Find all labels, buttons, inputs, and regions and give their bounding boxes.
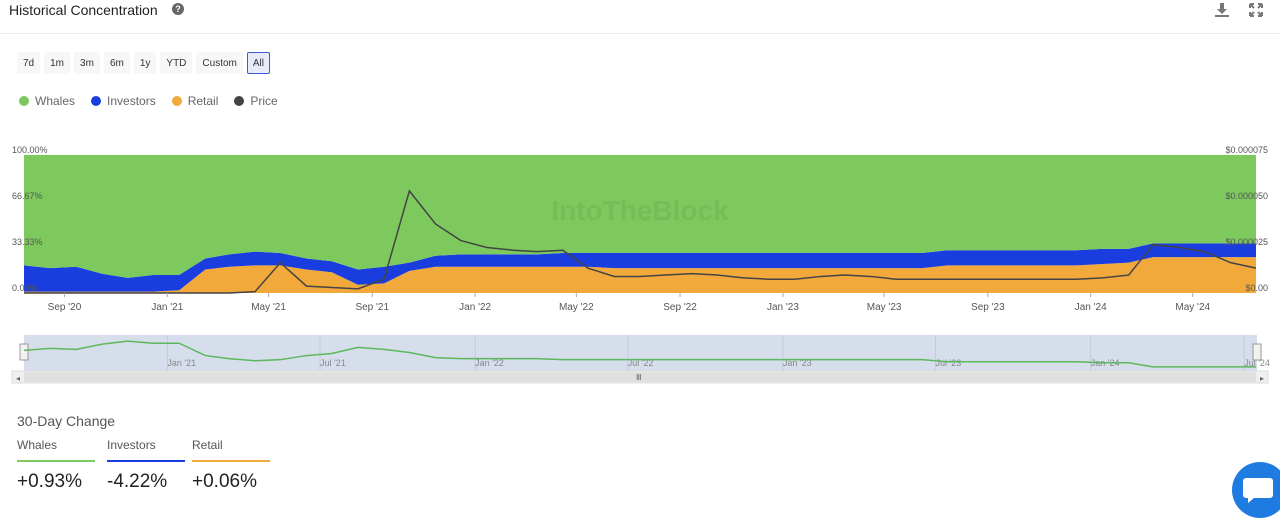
main-chart[interactable]: IntoTheBlock 0.00% 33.33% 66.67% 100.00% $0… (0, 140, 1280, 320)
navigator-scrollbar-thumb[interactable] (24, 372, 1256, 382)
navigator-right-handle[interactable] (1252, 343, 1262, 361)
area-investors (24, 243, 1256, 292)
x-tick-label: May '22 (559, 302, 594, 313)
range-all-button[interactable]: All (246, 52, 270, 74)
y-right-tick-label: $0.00 (1245, 283, 1268, 293)
download-icon[interactable] (1214, 2, 1230, 18)
legend-item-investors[interactable]: Investors (91, 94, 156, 108)
change-value-retail: +0.06% (192, 471, 257, 492)
legend-item-retail[interactable]: Retail (171, 94, 219, 108)
range-1y-button[interactable]: 1y (133, 52, 157, 74)
legend-label-price: Price (250, 94, 278, 108)
navigator-tick-label: Jul '23 (936, 358, 962, 368)
y-left-tick-label: 0.00% (12, 283, 38, 293)
range-1m-button[interactable]: 1m (44, 52, 71, 74)
legend-label-investors: Investors (107, 94, 156, 108)
legend-label-whales: Whales (35, 94, 76, 108)
change-investors: Investors -4.22% (107, 438, 185, 493)
legend-dot-price (234, 96, 245, 106)
watermark: IntoTheBlock (551, 195, 729, 226)
change-bar-whales (17, 460, 95, 462)
fullscreen-icon[interactable] (1248, 2, 1264, 18)
change-retail: Retail +0.06% (192, 438, 270, 493)
navigator-tick-label: Jul '21 (320, 358, 346, 368)
navigator-window[interactable] (24, 335, 1257, 371)
range-3m-button[interactable]: 3m (74, 52, 100, 74)
scroll-right-arrow-icon[interactable]: ▸ (1260, 374, 1264, 383)
x-tick-label: Jan '21 (151, 302, 183, 313)
navigator-series-line (23, 340, 1256, 368)
change-bar-retail (192, 460, 270, 462)
legend-item-whales[interactable]: Whales (19, 94, 75, 108)
legend-label-retail: Retail (187, 94, 219, 108)
navigator-tick-label: Jan '22 (475, 358, 504, 368)
navigator-left-handle[interactable] (19, 343, 29, 361)
area-retail (24, 257, 1256, 293)
scroll-left-arrow-icon[interactable]: ◂ (16, 374, 20, 383)
thirty-day-change-title: 30-Day Change (17, 413, 116, 429)
change-value-whales: +0.93% (17, 471, 82, 492)
price-line (24, 189, 1257, 294)
y-right-tick-label: $0.000025 (1225, 237, 1268, 247)
range-7d-button[interactable]: 7d (17, 52, 41, 74)
x-tick-label: Sep '23 (971, 302, 1005, 313)
change-value-investors: -4.22% (107, 471, 168, 492)
y-left-tick-label: 66.67% (12, 191, 43, 201)
y-left-tick-label: 33.33% (12, 237, 43, 247)
x-tick-label: Jan '24 (1075, 302, 1107, 313)
x-tick-label: Jan '23 (767, 302, 799, 313)
chat-bubble-icon (1243, 478, 1273, 503)
y-left-tick-label: 100.00% (12, 145, 48, 155)
x-tick-label: May '23 (867, 302, 902, 313)
change-label-retail: Retail (192, 438, 223, 452)
chart-header: Historical Concentration ? (0, 0, 1280, 34)
x-tick-label: Sep '21 (355, 302, 389, 313)
chat-button[interactable] (1232, 462, 1280, 518)
change-bar-investors (107, 460, 185, 462)
x-tick-label: May '21 (251, 302, 286, 313)
y-right-tick-label: $0.000050 (1225, 191, 1268, 201)
legend-dot-retail (171, 96, 182, 106)
change-label-whales: Whales (17, 438, 58, 452)
y-right-tick-label: $0.000075 (1225, 145, 1268, 155)
range-6m-button[interactable]: 6m (103, 52, 130, 74)
x-tick-label: Sep '22 (663, 302, 697, 313)
legend-item-price[interactable]: Price (234, 94, 278, 108)
area-whales (24, 155, 1256, 278)
range-custom-button[interactable]: Custom (196, 52, 243, 74)
help-icon[interactable]: ? (172, 3, 184, 15)
scrollbar-grip-icon[interactable]: Ⅲ (636, 373, 642, 382)
x-tick-label: May '24 (1175, 302, 1210, 313)
range-ytd-button[interactable]: YTD (160, 52, 193, 74)
x-tick-label: Jan '22 (459, 302, 491, 313)
navigator[interactable]: Jan '21 Jul '21 Jan '22 Jul '22 Jan '23 Jul '… (0, 330, 1280, 385)
navigator-tick-label: Jul '24 (1244, 358, 1270, 368)
legend-dot-investors (91, 96, 102, 106)
navigator-tick-label: Jan '23 (783, 358, 812, 368)
navigator-tick-label: Jul '22 (628, 358, 654, 368)
change-whales: Whales +0.93% (17, 438, 95, 493)
chart-legend: Whales Investors Retail Price (19, 94, 278, 108)
x-tick-label: Sep '20 (48, 302, 82, 313)
legend-dot-whales (19, 96, 29, 106)
change-label-investors: Investors (107, 438, 156, 452)
navigator-tick-label: Jan '21 (167, 358, 196, 368)
page-title: Historical Concentration (9, 2, 158, 18)
range-selector: 7d 1m 3m 6m 1y YTD Custom All (17, 52, 270, 74)
